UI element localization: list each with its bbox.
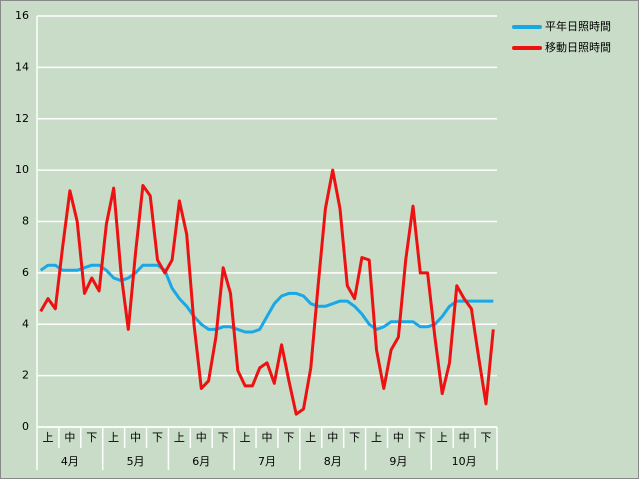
x-tick-label: 下 [152,431,163,444]
y-tick-label: 14 [15,60,29,73]
y-tick-label: 2 [22,369,29,382]
x-tick-label: 上 [305,431,316,444]
y-tick-label: 8 [22,215,29,228]
x-tick-label: 中 [262,431,273,444]
y-tick-label: 6 [22,266,29,279]
y-tick-label: 4 [22,317,29,330]
x-tick-label: 中 [393,431,404,444]
month-label: 7月 [258,455,276,468]
x-tick-label: 下 [415,431,426,444]
x-tick-label: 下 [283,431,294,444]
x-tick-label: 下 [218,431,229,444]
series-line [39,168,495,416]
x-tick-label: 下 [86,431,97,444]
month-label: 9月 [389,455,407,468]
legend-label: 平年日照時間 [545,19,611,33]
month-label: 6月 [192,455,210,468]
month-label: 10月 [452,455,477,468]
y-tick-label: 0 [22,420,29,433]
x-tick-label: 上 [108,431,119,444]
series-line [39,263,494,334]
x-tick-label: 中 [327,431,338,444]
month-label: 5月 [127,455,145,468]
y-tick-label: 12 [15,112,29,125]
x-tick-label: 中 [64,431,75,444]
y-tick-label: 16 [15,9,29,22]
x-tick-label: 上 [42,431,53,444]
x-tick-label: 中 [130,431,141,444]
x-tick-label: 下 [481,431,492,444]
x-tick-label: 中 [196,431,207,444]
x-tick-label: 上 [437,431,448,444]
legend-label: 移動日照時間 [545,40,611,54]
x-tick-label: 下 [349,431,360,444]
month-label: 4月 [61,455,79,468]
month-label: 8月 [324,455,342,468]
y-tick-label: 10 [15,163,29,176]
x-tick-label: 上 [240,431,251,444]
x-tick-label: 中 [459,431,470,444]
x-tick-label: 上 [371,431,382,444]
x-tick-label: 上 [174,431,185,444]
